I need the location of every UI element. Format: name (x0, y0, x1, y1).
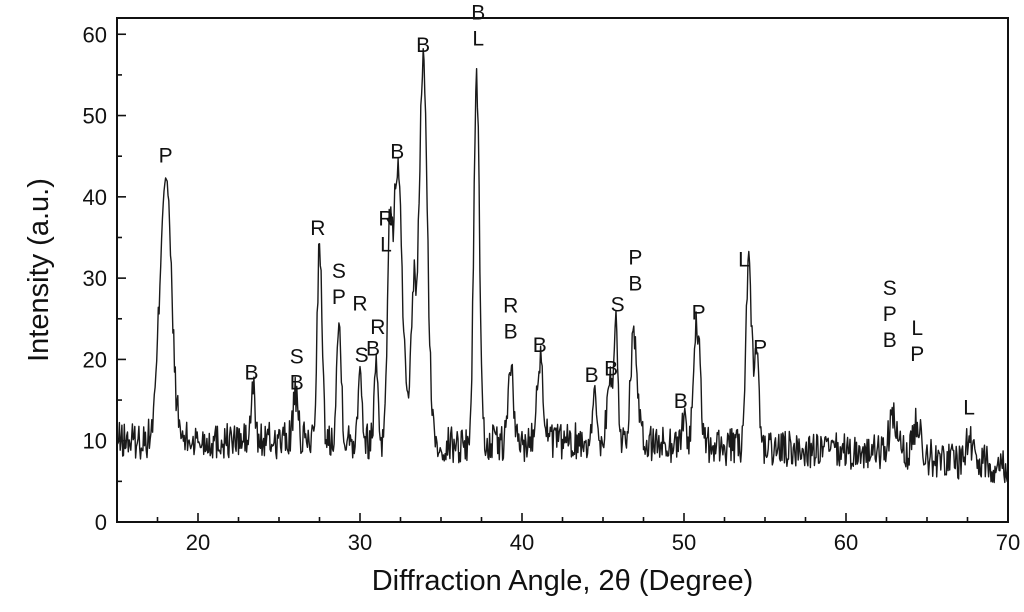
peak-label: B (290, 371, 304, 394)
peak-annotation: R (310, 217, 325, 240)
peak-label: P (883, 303, 897, 326)
peak-label: S (611, 293, 625, 316)
x-axis-label: Diffraction Angle, 2θ (Degree) (372, 565, 754, 597)
peak-annotation: S (355, 344, 369, 367)
peak-label: R (503, 294, 518, 317)
peak-label: L (472, 28, 484, 51)
peak-label: P (628, 246, 642, 269)
y-tick-label: 0 (95, 510, 107, 535)
peak-label: B (244, 362, 258, 385)
peak-annotation: B (390, 141, 404, 164)
peak-label: L (380, 233, 392, 256)
peak-annotation: L (963, 397, 975, 420)
peak-annotation: PB (628, 246, 642, 295)
x-tick-label: 40 (510, 530, 534, 555)
y-tick-label: 50 (83, 104, 107, 129)
y-tick-label: 60 (83, 22, 107, 47)
peak-annotation: SB (290, 345, 304, 394)
peak-label: L (911, 317, 923, 340)
plot-frame (116, 17, 1009, 523)
peak-label: R (378, 207, 393, 230)
peak-label: R (352, 293, 367, 316)
peak-annotation: B (585, 364, 599, 387)
peak-label: B (471, 2, 485, 25)
peak-label: B (504, 320, 518, 343)
x-tick-label: 30 (348, 530, 372, 555)
peak-annotation: S (611, 293, 625, 316)
x-axis-ticks: 20 30 40 50 60 70 (116, 513, 1020, 555)
y-axis-label: Intensity (a.u.) (23, 178, 55, 362)
peak-annotation: P (159, 145, 173, 168)
peak-label: B (604, 358, 618, 381)
peak-label: P (332, 286, 346, 309)
peak-label: P (910, 343, 924, 366)
peak-annotation: B (604, 358, 618, 381)
peak-annotation: B (366, 337, 380, 360)
peak-label: S (355, 344, 369, 367)
peak-annotations: PBSBRSPSRRBRLBBPBLRBBBBSPBBPLPSPBLPL (159, 2, 975, 420)
peak-label: P (753, 337, 767, 360)
peak-annotation: L (738, 249, 750, 272)
peak-label: P (692, 302, 706, 325)
x-tick-label: 70 (996, 530, 1020, 555)
peak-label: B (390, 141, 404, 164)
peak-annotation: B (244, 362, 258, 385)
peak-label: L (738, 249, 750, 272)
peak-label: S (332, 260, 346, 283)
peak-annotation: B (416, 34, 430, 57)
peak-annotation: B (533, 334, 547, 357)
peak-annotation: R (370, 316, 385, 339)
peak-label: B (628, 272, 642, 295)
y-axis-ticks: 0 10 20 30 40 50 60 (83, 22, 126, 535)
peak-annotation: SPB (883, 277, 897, 352)
peak-label: R (310, 217, 325, 240)
peak-label: B (533, 334, 547, 357)
peak-annotation: RB (503, 294, 518, 343)
peak-label: B (585, 364, 599, 387)
peak-annotation: B (674, 390, 688, 413)
peak-annotation: P (692, 302, 706, 325)
peak-label: L (963, 397, 975, 420)
peak-annotation: SP (332, 260, 346, 309)
peak-annotation: PBL (471, 2, 485, 51)
peak-annotation: P (753, 337, 767, 360)
peak-label: R (370, 316, 385, 339)
y-tick-label: 10 (83, 429, 107, 454)
peak-label: B (416, 34, 430, 57)
x-tick-label: 60 (834, 530, 858, 555)
diffraction-pattern-line (116, 48, 1009, 484)
peak-annotation: LP (910, 317, 924, 366)
peak-label: S (883, 277, 897, 300)
peak-label: B (883, 329, 897, 352)
peak-annotation: R (352, 293, 367, 316)
peak-annotation: RL (378, 207, 393, 256)
y-tick-label: 30 (83, 266, 107, 291)
x-tick-label: 50 (672, 530, 696, 555)
y-tick-label: 20 (83, 347, 107, 372)
x-tick-label: 20 (186, 530, 210, 555)
peak-label: B (674, 390, 688, 413)
peak-label: S (290, 345, 304, 368)
y-tick-label: 40 (83, 185, 107, 210)
peak-label: B (366, 337, 380, 360)
peak-label: P (159, 145, 173, 168)
